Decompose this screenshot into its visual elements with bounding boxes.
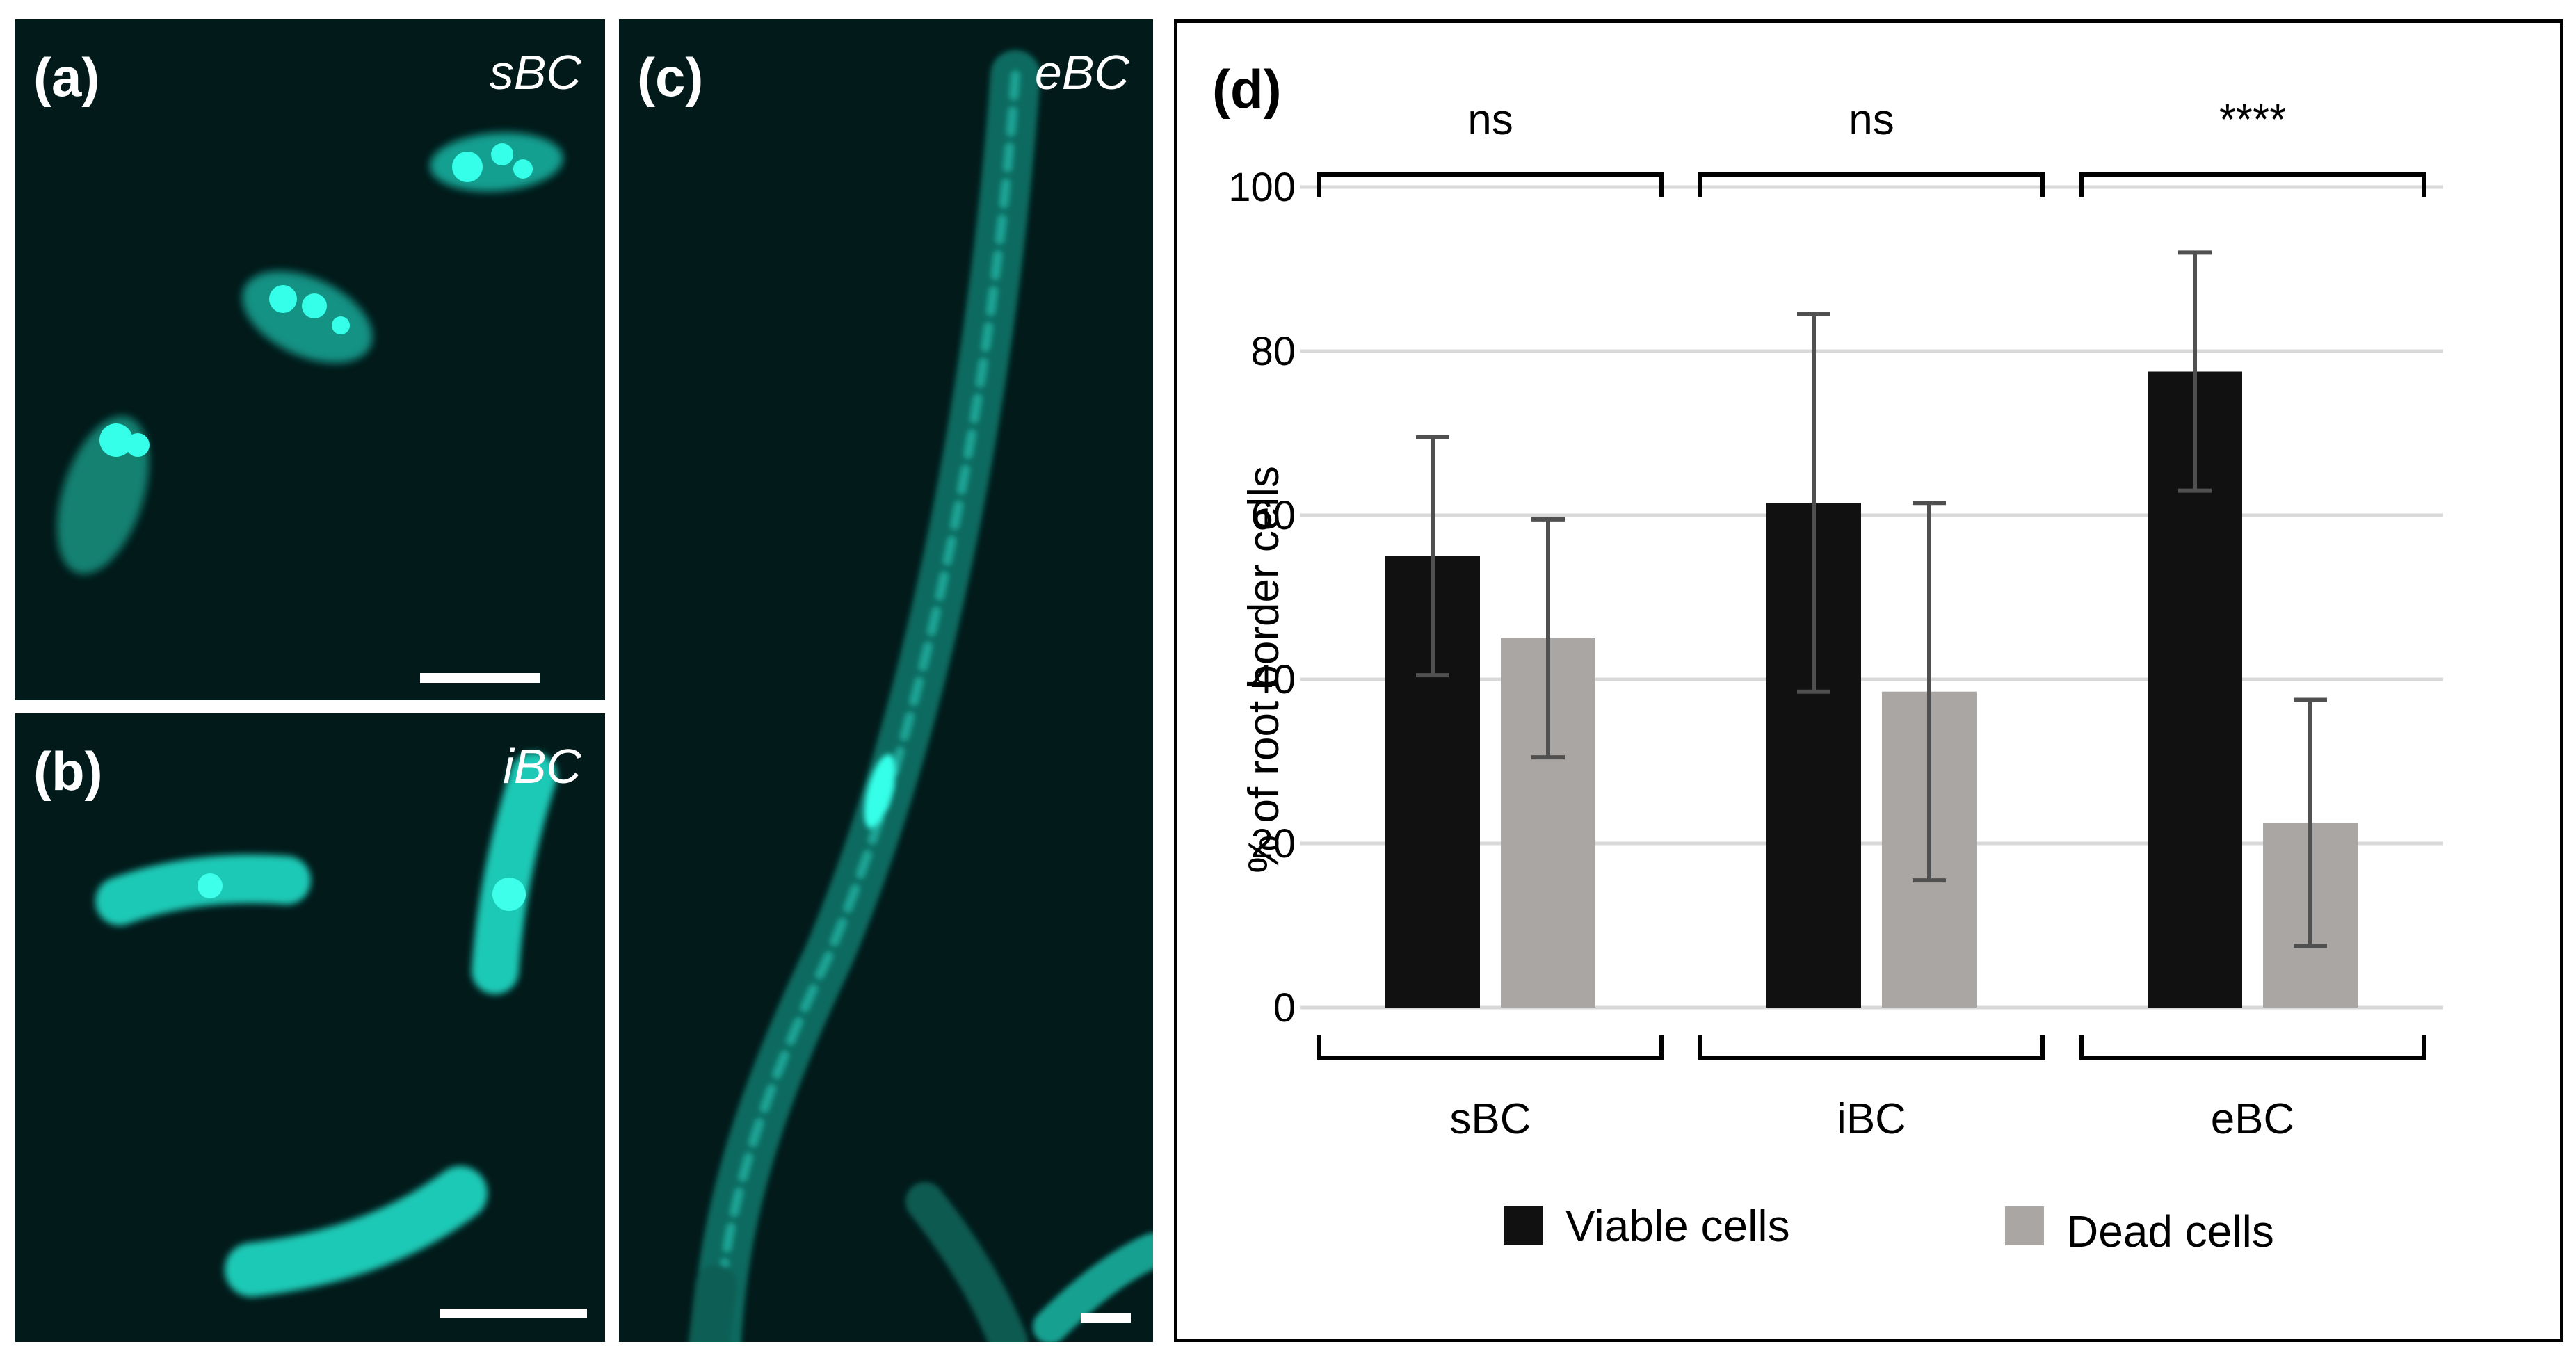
error-bar xyxy=(1913,501,1946,883)
legend-item-dead: Dead cells xyxy=(2005,1206,2274,1256)
legend-swatch xyxy=(1504,1206,1543,1245)
y-tick-label: 100 xyxy=(1228,165,1296,210)
y-axis-label: % of root border cells xyxy=(1240,466,1288,873)
panel-a-label: (a) xyxy=(33,47,100,108)
category-bracket xyxy=(2079,1035,2426,1060)
micrograph-sbc: (a) sBC xyxy=(15,19,605,700)
panel-b-sublabel: iBC xyxy=(503,739,581,793)
legend-label: Dead cells xyxy=(2066,1206,2274,1256)
ibc-cells-image xyxy=(95,752,557,1297)
x-category-label: eBC xyxy=(2211,1095,2295,1143)
y-tick-label: 0 xyxy=(1273,985,1296,1030)
significance-bracket xyxy=(1698,172,2045,197)
category-bracket xyxy=(1698,1035,2045,1060)
legend-item-viable: Viable cells xyxy=(1504,1201,1790,1251)
ebc-cells-image xyxy=(689,50,1153,1342)
y-tick-label: 20 xyxy=(1250,821,1296,866)
error-bar xyxy=(2178,250,2212,493)
significance-label: ns xyxy=(1849,96,1894,144)
significance-bracket xyxy=(2079,172,2426,197)
scale-bar xyxy=(1081,1313,1131,1323)
sbc-cells-image xyxy=(56,132,563,574)
error-bar xyxy=(2294,697,2327,948)
x-category-label: iBC xyxy=(1837,1095,1906,1143)
x-category-label: sBC xyxy=(1449,1095,1531,1143)
error-bar xyxy=(1416,435,1449,678)
y-tick-label: 40 xyxy=(1250,657,1296,702)
significance-bracket xyxy=(1317,172,1664,197)
micrograph-ebc: (c) eBC xyxy=(619,19,1153,1342)
error-bar xyxy=(1797,312,1830,694)
panel-c-sublabel: eBC xyxy=(1034,45,1129,99)
y-tick-label: 80 xyxy=(1250,329,1296,374)
panel-c-label: (c) xyxy=(637,47,704,108)
scale-bar xyxy=(420,673,540,683)
significance-label: **** xyxy=(2219,96,2287,144)
scale-bar xyxy=(440,1309,587,1318)
panel-a-sublabel: sBC xyxy=(489,45,581,99)
significance-label: ns xyxy=(1467,96,1513,144)
panel-b-label: (b) xyxy=(33,741,103,802)
y-tick-label: 60 xyxy=(1250,493,1296,538)
panel-d-label: (d) xyxy=(1212,58,1282,120)
viability-chart: (d) 0 20 40 60 80 100 ns ns **** sBC iBC eBC Viab… xyxy=(1174,19,2563,1342)
bar-chart: 0 20 40 60 80 100 ns ns **** sBC iBC eBC Viable c… xyxy=(1228,96,2443,1256)
error-bar xyxy=(1531,517,1565,760)
category-bracket xyxy=(1317,1035,1664,1060)
micrograph-ibc: (b) iBC xyxy=(15,713,605,1342)
legend-label: Viable cells xyxy=(1565,1201,1790,1251)
legend-swatch xyxy=(2005,1206,2044,1245)
